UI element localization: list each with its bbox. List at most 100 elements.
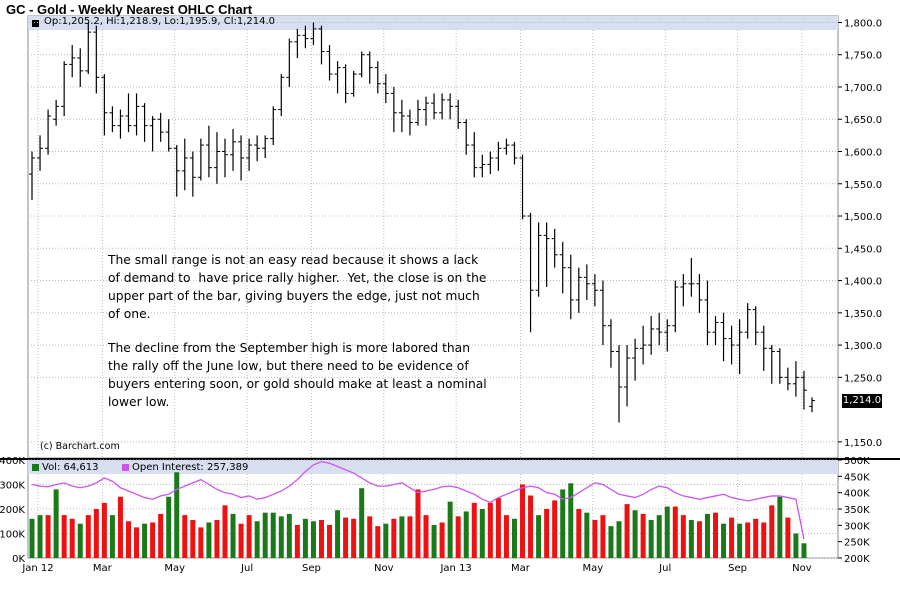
oi-tick-label: 300K <box>844 521 870 532</box>
x-tick-label: Jul <box>658 563 671 574</box>
x-tick-label: Mar <box>511 563 531 574</box>
volume-bar <box>511 518 517 558</box>
volume-bar <box>608 526 614 558</box>
volume-bar <box>142 523 148 558</box>
volume-bar <box>359 488 365 558</box>
volume-bar <box>158 513 164 558</box>
copyright: (c) Barchart.com <box>40 441 120 452</box>
volume-bar <box>29 518 35 558</box>
x-tick-label: Nov <box>792 563 812 574</box>
volume-bar <box>568 483 574 558</box>
volume-bar <box>584 512 590 558</box>
volume-bar <box>230 513 236 558</box>
volume-bar <box>61 515 67 558</box>
volume-tick-label: 300K <box>0 481 25 492</box>
volume-bar <box>125 521 131 558</box>
oi-tick-label: 250K <box>844 538 870 549</box>
oi-swatch <box>122 464 129 471</box>
x-tick-label: Sep <box>302 563 321 574</box>
price-tick-label: 1,500.0 <box>844 212 882 223</box>
volume-bar <box>495 497 501 558</box>
oi-tick-label: 350K <box>844 505 870 516</box>
volume-bar <box>640 513 646 558</box>
volume-bar <box>327 524 333 558</box>
volume-bar <box>246 515 252 558</box>
chart-title: GC - Gold - Weekly Nearest OHLC Chart <box>6 2 253 17</box>
volume-bar <box>77 523 83 558</box>
price-tick-label: 1,350.0 <box>844 309 882 320</box>
volume-tick-label: 100K <box>0 530 25 541</box>
volume-bar <box>447 501 453 558</box>
volume-bar <box>37 515 43 558</box>
volume-bar <box>624 504 630 558</box>
volume-legend-band <box>28 460 838 474</box>
price-tick-label: 1,450.0 <box>844 244 882 255</box>
volume-tick-label: 200K <box>0 505 25 516</box>
volume-bar <box>455 516 461 558</box>
ohlc-legend: Op:1,205.2, Hi:1,218.9, Lo:1,195.9, Cl:1… <box>44 16 276 27</box>
volume-bar <box>479 509 485 558</box>
volume-bar <box>166 496 172 558</box>
volume-bar <box>302 518 308 558</box>
x-tick-label: Jan 13 <box>439 563 471 574</box>
volume-bar <box>672 506 678 558</box>
x-tick-label: May <box>164 563 185 574</box>
price-panel <box>27 15 839 459</box>
x-tick-label: Sep <box>728 563 747 574</box>
annotation-note-1: The small range is not an easy read beca… <box>108 253 487 321</box>
volume-bar <box>439 522 445 558</box>
x-tick-label: Nov <box>374 563 394 574</box>
volume-bar <box>560 489 566 558</box>
volume-bar <box>238 523 244 558</box>
volume-bar <box>431 524 437 558</box>
volume-bar <box>415 489 421 558</box>
volume-bar <box>150 522 156 558</box>
volume-bar <box>721 523 727 558</box>
volume-bar <box>286 513 292 558</box>
oi-tick-label: 200K <box>844 554 870 565</box>
volume-bar <box>801 543 807 558</box>
volume-bar <box>69 518 75 558</box>
volume-bar <box>399 516 405 558</box>
vol-swatch <box>32 464 39 471</box>
price-tick-label: 1,700.0 <box>844 83 882 94</box>
price-tick-label: 1,300.0 <box>844 341 882 352</box>
volume-tick-label: 0K <box>12 554 25 565</box>
x-tick-label: May <box>583 563 604 574</box>
volume-bar <box>391 518 397 558</box>
volume-legend: Vol: 64,613 <box>42 462 99 473</box>
last-price-label: 1,214.0 <box>842 394 882 408</box>
price-tick-label: 1,650.0 <box>844 115 882 126</box>
legend-swatch <box>32 20 39 27</box>
volume-bar <box>616 521 622 558</box>
volume-bar <box>134 527 140 558</box>
volume-bar <box>294 524 300 558</box>
volume-bar <box>85 515 91 558</box>
volume-bar <box>688 520 694 558</box>
volume-bar <box>592 520 598 558</box>
volume-bar <box>343 517 349 558</box>
volume-bar <box>190 520 196 558</box>
volume-bar <box>680 515 686 558</box>
legend-band <box>28 16 838 30</box>
volume-bar <box>793 533 799 558</box>
volume-bar <box>262 512 268 558</box>
volume-bar <box>471 502 477 558</box>
volume-bar <box>713 512 719 558</box>
volume-bar <box>423 515 429 558</box>
volume-bar <box>536 515 542 558</box>
volume-bar <box>648 520 654 558</box>
price-tick-label: 1,250.0 <box>844 373 882 384</box>
volume-bar <box>222 505 228 558</box>
volume-bar <box>463 511 469 558</box>
price-tick-label: 1,400.0 <box>844 277 882 288</box>
open-interest-legend: Open Interest: 257,389 <box>132 462 249 473</box>
oi-tick-label: 400K <box>844 489 870 500</box>
volume-bar <box>310 521 316 558</box>
volume-bar <box>367 516 373 558</box>
volume-bar <box>769 505 775 558</box>
volume-bar <box>206 522 212 558</box>
volume-bar <box>375 526 381 558</box>
volume-bar <box>407 516 413 558</box>
volume-bar <box>528 495 534 558</box>
